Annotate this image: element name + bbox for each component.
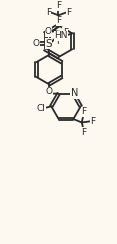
Text: F: F [56,1,61,10]
Text: O: O [33,39,40,48]
Text: F: F [81,128,86,137]
Text: O: O [45,27,52,36]
Text: F: F [56,37,62,46]
Text: F: F [46,8,51,17]
Text: F: F [90,117,95,126]
Text: N: N [71,88,78,98]
Text: O: O [46,87,53,96]
Text: Cl: Cl [37,103,46,112]
Text: S: S [45,39,52,49]
Text: HN: HN [54,31,68,40]
Text: F: F [56,16,62,25]
Text: F: F [81,107,86,116]
Text: F: F [63,28,68,37]
Text: F: F [66,8,71,17]
